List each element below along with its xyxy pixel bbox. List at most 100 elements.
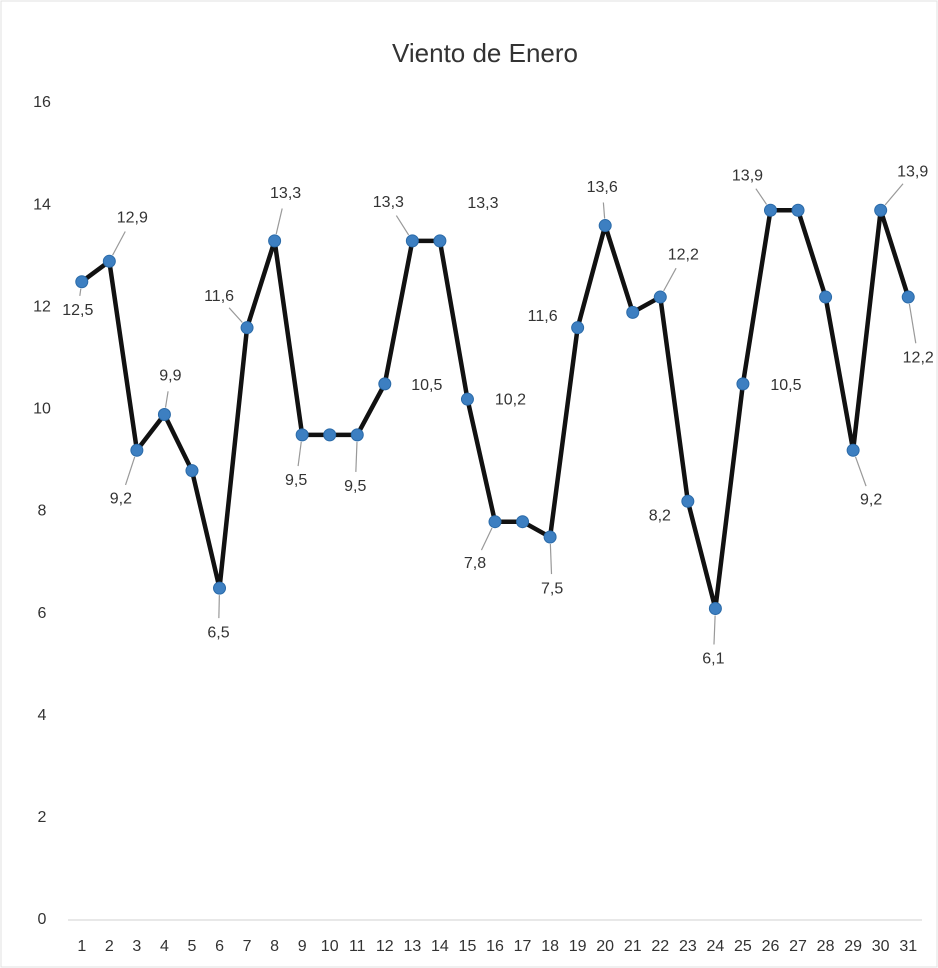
x-tick-label: 29 <box>844 938 862 955</box>
data-point <box>598 219 612 233</box>
data-point <box>157 407 171 421</box>
leader-line <box>124 456 136 486</box>
data-label: 10,5 <box>770 377 801 394</box>
data-label: 6,1 <box>702 651 724 668</box>
y-tick-label: 14 <box>33 196 51 213</box>
y-tick-label: 0 <box>38 911 47 928</box>
data-label: 11,6 <box>528 308 558 325</box>
data-point <box>350 428 364 442</box>
x-tick-label: 13 <box>403 938 421 955</box>
x-tick-label: 10 <box>321 938 339 955</box>
y-tick-label: 10 <box>33 401 51 418</box>
data-label: 9,2 <box>110 490 132 507</box>
data-point <box>433 234 447 248</box>
leader-line <box>218 595 220 619</box>
x-tick-label: 31 <box>899 938 917 955</box>
data-point <box>874 203 888 217</box>
x-tick-label: 18 <box>541 938 559 955</box>
data-label: 12,2 <box>668 246 699 263</box>
data-label: 10,2 <box>495 391 526 408</box>
y-tick-label: 2 <box>38 809 47 826</box>
data-label: 13,3 <box>373 194 404 211</box>
y-tick-label: 12 <box>33 298 51 315</box>
data-point <box>846 443 860 457</box>
leader-line <box>395 215 410 236</box>
data-label: 7,5 <box>541 580 563 597</box>
data-label: 13,9 <box>732 167 763 184</box>
leader-line <box>755 188 768 205</box>
data-point <box>240 321 254 335</box>
data-point <box>130 443 144 457</box>
x-tick-label: 20 <box>596 938 614 955</box>
data-label: 9,5 <box>285 472 307 489</box>
x-tick-label: 6 <box>215 938 224 955</box>
data-point <box>268 234 282 248</box>
x-tick-label: 17 <box>514 938 532 955</box>
x-tick-label: 11 <box>349 938 366 955</box>
leader-line <box>854 456 867 487</box>
x-tick-label: 14 <box>431 938 449 955</box>
leader-line <box>663 267 677 292</box>
x-tick-label: 5 <box>188 938 197 955</box>
data-point <box>185 464 199 478</box>
x-tick-label: 25 <box>734 938 752 955</box>
leader-line <box>297 441 302 467</box>
data-label: 13,3 <box>270 185 301 202</box>
data-label: 13,6 <box>587 179 618 196</box>
data-point <box>653 290 667 304</box>
data-point <box>460 392 474 406</box>
data-point <box>681 494 695 508</box>
x-tick-label: 24 <box>706 938 724 955</box>
data-point <box>75 275 89 289</box>
data-label: 12,5 <box>62 302 93 319</box>
data-label: 12,9 <box>117 210 148 227</box>
x-tick-label: 2 <box>105 938 114 955</box>
data-point <box>488 515 502 529</box>
data-label: 8,2 <box>649 508 671 525</box>
x-tick-label: 19 <box>569 938 587 955</box>
leader-line <box>164 391 169 408</box>
data-point <box>213 581 227 595</box>
data-point <box>516 515 530 529</box>
x-tick-label: 1 <box>77 938 86 955</box>
x-tick-label: 12 <box>376 938 394 955</box>
x-tick-label: 27 <box>789 938 807 955</box>
data-label: 9,5 <box>344 478 366 495</box>
data-point <box>901 290 915 304</box>
leader-line <box>79 288 82 296</box>
x-tick-label: 28 <box>817 938 835 955</box>
data-point <box>323 428 337 442</box>
data-point <box>543 530 557 544</box>
data-label: 9,2 <box>860 491 882 508</box>
y-tick-label: 4 <box>38 707 47 724</box>
data-point <box>736 377 750 391</box>
leader-line <box>602 202 606 219</box>
x-tick-label: 9 <box>298 938 307 955</box>
x-tick-label: 26 <box>762 938 780 955</box>
data-point <box>102 254 116 268</box>
leader-line <box>549 544 553 575</box>
chart-title: Viento de Enero <box>392 38 578 68</box>
leader-line <box>228 307 243 323</box>
x-tick-label: 23 <box>679 938 697 955</box>
data-point <box>378 377 392 391</box>
data-label: 11,6 <box>204 288 234 305</box>
data-label: 10,5 <box>411 377 442 394</box>
y-tick-label: 16 <box>33 94 51 111</box>
data-label: 12,2 <box>903 349 934 366</box>
x-tick-label: 7 <box>243 938 252 955</box>
y-tick-label: 6 <box>38 605 47 622</box>
data-point <box>626 305 640 319</box>
leader-line <box>112 231 126 256</box>
data-point <box>571 321 585 335</box>
x-tick-label: 8 <box>270 938 279 955</box>
data-label: 13,9 <box>897 163 928 180</box>
x-tick-label: 3 <box>132 938 141 955</box>
leader-line <box>884 183 904 206</box>
x-tick-label: 30 <box>872 938 890 955</box>
data-label: 6,5 <box>207 624 229 641</box>
y-tick-label: 8 <box>38 503 47 520</box>
data-point <box>791 203 805 217</box>
